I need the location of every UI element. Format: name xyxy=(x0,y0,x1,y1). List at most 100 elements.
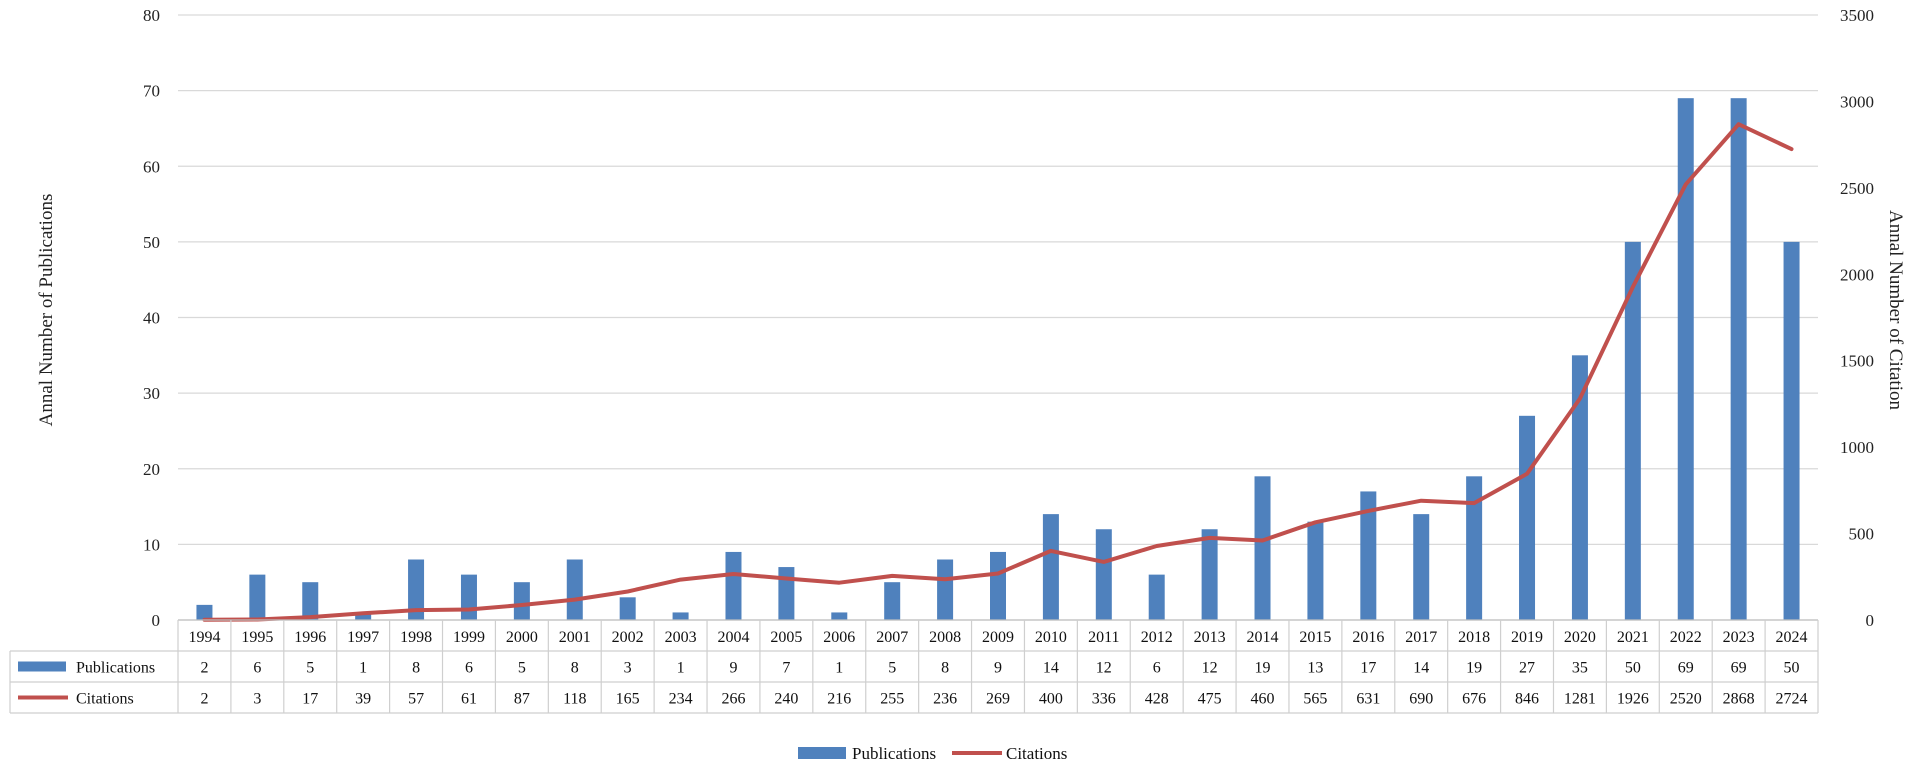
category-label: 2018 xyxy=(1458,629,1490,646)
data-table: 1994 1995 1996 1997 1998 1999 2000 2001 2002 2003… xyxy=(9,619,1819,714)
table-value: 69 xyxy=(1731,660,1747,677)
publication-bar xyxy=(725,551,742,620)
category-label: 2005 xyxy=(770,629,802,646)
table-value: 118 xyxy=(563,691,586,708)
publication-bar xyxy=(1201,529,1218,620)
category-label: 2023 xyxy=(1723,629,1755,646)
category-label: 2024 xyxy=(1776,629,1808,646)
publication-bar xyxy=(196,604,213,620)
table-value: 6 xyxy=(1153,660,1161,677)
left-tick-label: 40 xyxy=(143,309,160,328)
table-value: 39 xyxy=(355,691,371,708)
publications-bars xyxy=(196,98,1800,620)
table-value: 336 xyxy=(1092,691,1116,708)
right-tick-label: 2000 xyxy=(1840,265,1874,284)
category-label: 2011 xyxy=(1088,629,1119,646)
table-value: 9 xyxy=(729,660,737,677)
table-value: 19 xyxy=(1466,660,1482,677)
table-value: 2520 xyxy=(1670,691,1702,708)
publication-bar xyxy=(1519,415,1536,620)
table-value: 5 xyxy=(306,660,314,677)
category-label: 2022 xyxy=(1670,629,1702,646)
category-label: 2000 xyxy=(506,629,538,646)
table-value: 17 xyxy=(1360,660,1376,677)
table-value: 8 xyxy=(412,660,420,677)
table-value: 61 xyxy=(461,691,477,708)
category-label: 2016 xyxy=(1352,629,1384,646)
legend-label-citations: Citations xyxy=(1006,744,1067,763)
right-tick-label: 1000 xyxy=(1840,438,1874,457)
left-tick-label: 0 xyxy=(152,611,161,630)
table-value: 2868 xyxy=(1723,691,1755,708)
category-label: 2003 xyxy=(665,629,697,646)
publication-bar xyxy=(831,612,848,620)
category-label: 2013 xyxy=(1194,629,1226,646)
left-tick-label: 60 xyxy=(143,157,160,176)
legend: Publications Citations xyxy=(798,744,1067,763)
table-value: 14 xyxy=(1413,660,1429,677)
publication-bar xyxy=(672,612,689,620)
publication-bar xyxy=(302,582,319,620)
category-label: 2014 xyxy=(1247,629,1279,646)
table-value: 1926 xyxy=(1617,691,1649,708)
table-series-label: Publications xyxy=(76,660,155,677)
table-series-label: Citations xyxy=(76,691,134,708)
table-value: 17 xyxy=(302,691,318,708)
publication-bar xyxy=(1042,514,1059,620)
left-tick-label: 20 xyxy=(143,460,160,479)
table-value: 5 xyxy=(888,660,896,677)
publication-bar xyxy=(355,612,372,620)
publication-bar xyxy=(990,551,1006,620)
table-value: 3 xyxy=(624,660,632,677)
publication-bar xyxy=(1677,98,1694,620)
table-value: 9 xyxy=(994,660,1002,677)
right-tick-label: 500 xyxy=(1849,525,1875,544)
category-label: 2017 xyxy=(1405,629,1437,646)
category-label: 1995 xyxy=(241,629,273,646)
table-value: 57 xyxy=(408,691,424,708)
publication-bar xyxy=(566,559,583,620)
publication-bar xyxy=(1730,98,1747,620)
left-axis-ticks: 0 10 20 30 40 50 60 70 80 xyxy=(143,6,160,630)
table-value: 1 xyxy=(359,660,367,677)
table-value: 13 xyxy=(1307,660,1323,677)
publication-bar xyxy=(619,597,636,620)
category-label: 2007 xyxy=(876,629,908,646)
category-label: 2009 xyxy=(982,629,1014,646)
publication-bar xyxy=(1571,355,1588,620)
category-label: 1998 xyxy=(400,629,432,646)
table-value: 12 xyxy=(1096,660,1112,677)
right-tick-label: 1500 xyxy=(1840,352,1874,371)
table-value: 269 xyxy=(986,691,1010,708)
table-value: 5 xyxy=(518,660,526,677)
table-value: 565 xyxy=(1303,691,1327,708)
table-value: 631 xyxy=(1356,691,1380,708)
category-label: 2021 xyxy=(1617,629,1649,646)
table-value: 2724 xyxy=(1776,691,1808,708)
publication-bar xyxy=(1148,574,1165,620)
table-value: 428 xyxy=(1145,691,1169,708)
table-value: 19 xyxy=(1255,660,1271,677)
table-value: 6 xyxy=(253,660,261,677)
publication-bar xyxy=(408,559,425,620)
table-value: 690 xyxy=(1409,691,1433,708)
publication-bar xyxy=(513,582,530,620)
legend-label-publications: Publications xyxy=(852,744,936,763)
table-value: 50 xyxy=(1784,660,1800,677)
citations-line xyxy=(202,122,1794,622)
right-tick-label: 2500 xyxy=(1840,179,1874,198)
table-value: 3 xyxy=(253,691,261,708)
table-value: 35 xyxy=(1572,660,1588,677)
publication-bar xyxy=(249,574,266,620)
category-label: 1994 xyxy=(188,629,220,646)
category-label: 1999 xyxy=(453,629,485,646)
table-value: 2 xyxy=(200,660,208,677)
right-tick-label: 3500 xyxy=(1840,6,1874,25)
category-label: 2001 xyxy=(559,629,591,646)
table-value: 2 xyxy=(200,691,208,708)
table-value: 1281 xyxy=(1564,691,1596,708)
category-label: 2010 xyxy=(1035,629,1067,646)
table-value: 846 xyxy=(1515,691,1539,708)
table-value: 266 xyxy=(721,691,745,708)
